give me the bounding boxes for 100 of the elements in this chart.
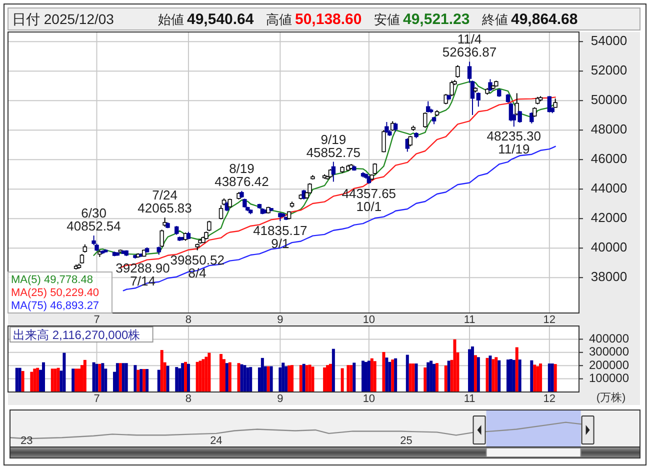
text: MA(25) 50,229.40	[11, 287, 100, 299]
annotation: 39288.90 7/14	[116, 260, 170, 289]
bar	[208, 352, 211, 392]
bar	[302, 364, 306, 392]
candlestick	[384, 121, 389, 134]
annotation: 7/24 42065.83	[138, 188, 192, 216]
bar	[373, 361, 376, 392]
bar	[101, 363, 104, 392]
candlestick	[553, 98, 558, 108]
bar	[228, 362, 232, 392]
bar	[284, 366, 288, 392]
bar	[385, 358, 388, 392]
bar	[328, 364, 332, 392]
y-tick-label: 52000	[590, 62, 628, 78]
bar	[406, 354, 409, 392]
x-tick-label: 7	[94, 314, 100, 326]
bar	[116, 363, 119, 392]
bar	[270, 366, 273, 392]
text: 高値 50,138.60	[266, 11, 362, 28]
bar	[225, 363, 228, 392]
bar	[181, 363, 184, 392]
candlestick	[532, 106, 537, 118]
bar	[492, 359, 495, 392]
bar	[83, 360, 86, 392]
bar	[122, 363, 125, 392]
bar	[98, 364, 102, 392]
bar	[453, 339, 456, 392]
bar	[142, 369, 146, 392]
candlestick	[476, 92, 481, 108]
y-tick-label: 200000	[588, 358, 630, 372]
bar	[124, 363, 128, 392]
bar	[175, 367, 178, 392]
bar	[33, 368, 36, 392]
bar	[435, 363, 438, 392]
bar	[92, 362, 96, 392]
bar	[220, 354, 223, 392]
bar	[160, 350, 164, 392]
bar	[515, 347, 518, 392]
candlestick	[331, 161, 336, 182]
candlestick	[218, 204, 224, 220]
bar	[288, 365, 291, 392]
bar	[494, 357, 498, 392]
bar	[118, 363, 122, 392]
x-tick-label: 9	[277, 314, 284, 326]
bar	[554, 364, 557, 392]
y-tick-label: 54000	[590, 33, 628, 48]
bar	[36, 368, 40, 392]
bar	[246, 367, 250, 392]
x-tick-label: 11	[464, 314, 476, 326]
bar	[62, 352, 66, 392]
bar	[370, 358, 374, 392]
x-tick-label: 12	[543, 393, 556, 405]
y-axis-title: (万株)	[596, 391, 626, 404]
bar	[340, 368, 344, 392]
candlestick	[80, 253, 84, 264]
bar	[30, 372, 34, 392]
bar	[198, 360, 202, 392]
bar	[15, 368, 18, 392]
text: MA(75) 46,893.27	[11, 300, 100, 312]
bar	[305, 365, 308, 392]
text: 終値 49,864.68	[481, 11, 578, 28]
annotation: 8/19 43876.42	[214, 160, 269, 189]
bar	[186, 364, 190, 392]
y-tick-label: 300000	[588, 344, 630, 359]
chart-title: 出来高 2,116,270,000株	[13, 328, 140, 342]
x-tick-label: 12	[543, 314, 556, 326]
bar	[290, 365, 294, 392]
bar	[382, 352, 386, 392]
candlestick	[423, 112, 428, 128]
bar	[282, 362, 285, 392]
bar	[424, 367, 427, 392]
bar	[468, 349, 472, 392]
annotation: 6/30 40852.54	[66, 206, 121, 234]
bar	[367, 360, 370, 392]
bar	[54, 368, 57, 392]
bar	[412, 363, 415, 392]
bar	[548, 363, 551, 392]
annotation: 44357.65 10/1	[342, 186, 396, 214]
bar	[134, 365, 137, 392]
bar	[518, 360, 522, 392]
y-tick-label: 38000	[590, 269, 628, 284]
bar	[299, 365, 302, 392]
bar	[249, 367, 252, 392]
candlestick	[456, 64, 460, 78]
y-tick-label: 40000	[590, 240, 628, 255]
y-tick-label: 44000	[590, 180, 628, 196]
y-tick-label: 50000	[590, 92, 628, 108]
bar	[470, 346, 474, 392]
bar	[498, 360, 501, 392]
bar	[196, 362, 199, 392]
bar	[512, 360, 516, 392]
x-tick-label: 11	[464, 393, 476, 405]
series-label: MA(5) 49,778.48	[11, 274, 93, 286]
annotation: 11/4 52636.87	[442, 32, 497, 60]
candlestick	[160, 229, 164, 248]
bar	[550, 363, 554, 392]
y-tick-label: 48000	[590, 122, 628, 137]
bar	[388, 362, 392, 392]
candlestick	[408, 135, 412, 147]
text: 安値 49,521.23	[374, 11, 470, 28]
